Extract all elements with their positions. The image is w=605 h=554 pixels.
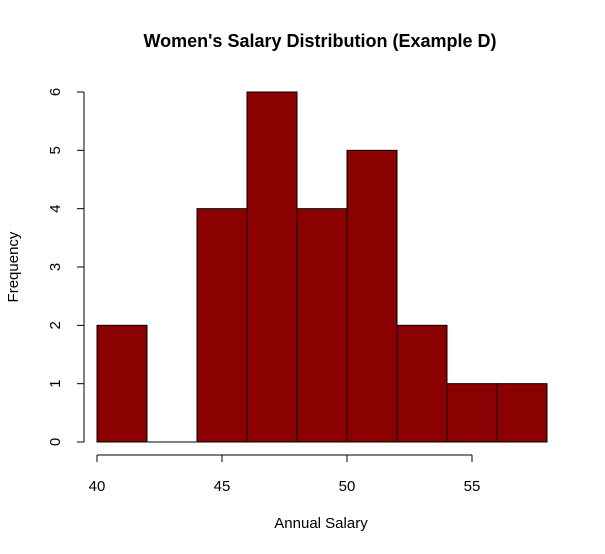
y-tick-label-1: 1 [47,379,64,387]
y-tick-label-4: 4 [47,204,64,212]
y-tick-label-5: 5 [47,146,64,154]
histogram-bar-4 [296,208,348,443]
y-tick-label-0: 0 [47,438,64,446]
y-tick-label-2: 2 [47,321,64,329]
y-tick-label-3: 3 [47,263,64,271]
x-axis: 40 45 50 55 [89,454,481,495]
x-tick-label-0: 40 [89,478,106,495]
histogram-bar-3 [246,91,298,443]
histogram-bar-6 [396,324,448,443]
x-axis-label: Annual Salary [274,515,368,532]
x-tick-label-2: 50 [339,478,356,495]
histogram-bar-7 [446,383,498,443]
x-tick-label-1: 45 [214,478,231,495]
y-axis: 0 1 2 3 4 5 6 [47,88,85,446]
y-tick-label-6: 6 [47,88,64,96]
histogram-bar-0 [96,324,148,443]
histogram-bar-8 [496,383,548,443]
bars-group [96,91,548,443]
histogram-bar-5 [346,149,398,443]
histogram-bar-2 [196,208,248,443]
y-axis-label: Frequency [5,231,22,302]
chart-title: Women's Salary Distribution (Example D) [143,31,496,51]
x-tick-label-3: 55 [464,478,481,495]
